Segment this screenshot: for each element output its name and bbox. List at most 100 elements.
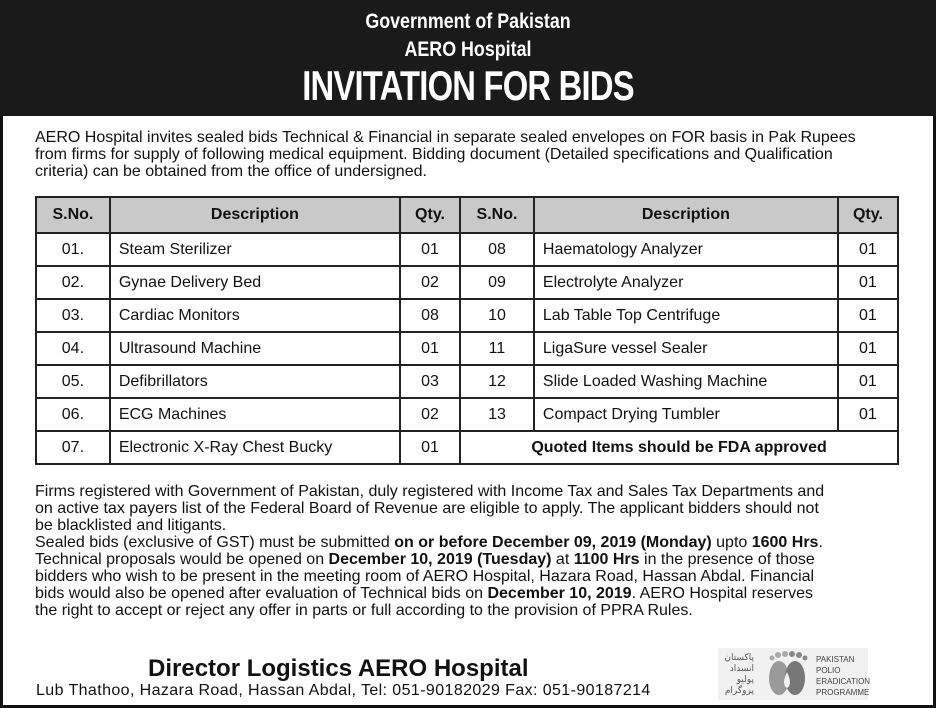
- text-line: Technical proposals would be opened on D…: [35, 551, 901, 568]
- logo-line: PROGRAMME: [816, 688, 870, 697]
- column-header: S.No.: [459, 196, 535, 234]
- text-line: Sealed bids (exclusive of GST) must be s…: [35, 534, 901, 551]
- text-line: bids would also be opened after evaluati…: [35, 585, 901, 602]
- logo-line: پاکستان: [724, 652, 754, 662]
- text: bidders who wish to be present in the me…: [35, 568, 815, 585]
- quantity-cell: 02: [398, 265, 462, 300]
- quantity-cell: 01: [836, 331, 900, 366]
- text-line: criteria) can be obtained from the offic…: [35, 163, 901, 180]
- description-cell: Compact Drying Tumbler: [532, 397, 839, 432]
- bold-text: on or before December 09, 2019 (Monday): [394, 534, 712, 551]
- text: Firms registered with Government of Paki…: [35, 483, 825, 500]
- quantity-cell: 01: [398, 430, 462, 465]
- description-cell: Slide Loaded Washing Machine: [532, 364, 839, 399]
- text: . AERO Hospital reserves: [631, 585, 813, 602]
- column-header: Description: [108, 196, 401, 234]
- bold-text: December 10, 2019: [487, 585, 632, 602]
- table-row: 01. Steam Sterilizer 01 08 Haematology Analy…: [35, 232, 900, 267]
- bold-text: December 10, 2019 (Tuesday): [328, 551, 552, 568]
- table-row: 05. Defibrillators 03 12 Slide Loaded Washin…: [35, 364, 900, 399]
- table-row: 03. Cardiac Monitors 08 10 Lab Table Top Cen…: [35, 298, 900, 333]
- serial-cell: 02.: [35, 265, 111, 300]
- logo-line: PAKISTAN: [816, 655, 855, 664]
- text: in the presence of those: [639, 551, 815, 568]
- description-cell: Ultrasound Machine: [108, 331, 401, 366]
- text-line: bidders who wish to be present in the me…: [35, 568, 901, 585]
- text-line: be blacklisted and litigants.: [35, 517, 901, 534]
- polio-eradication-logo: پاکستان انسداد پولیو پروگرام PAKISTAN POLIO E…: [718, 648, 870, 700]
- description-cell: Gynae Delivery Bed: [108, 265, 401, 300]
- column-header: Description: [532, 196, 839, 234]
- quantity-cell: 01: [836, 397, 900, 432]
- bold-text: 1100 Hrs: [573, 551, 640, 568]
- logo-line: انسداد: [729, 663, 754, 673]
- logo-urdu-text: پاکستان انسداد پولیو پروگرام: [722, 652, 754, 696]
- table-header-row: S.No. Description Qty. S.No. Description Qty.: [35, 196, 900, 234]
- description-cell: Cardiac Monitors: [108, 298, 401, 333]
- text: on active tax payers list of the Federal…: [35, 500, 819, 517]
- page-title: INVITATION FOR BIDS: [302, 62, 634, 109]
- signatory: Director Logistics AERO Hospital: [148, 655, 529, 682]
- serial-cell: 13: [459, 397, 535, 432]
- serial-cell: 01.: [35, 232, 111, 267]
- description-cell: Electrolyte Analyzer: [532, 265, 839, 300]
- text: be blacklisted and litigants.: [35, 517, 227, 534]
- text: Technical proposals would be opened on: [35, 551, 329, 568]
- text: .: [818, 534, 823, 551]
- description-cell: LigaSure vessel Sealer: [532, 331, 839, 366]
- text: at: [551, 551, 574, 568]
- table-row: 07. Electronic X-Ray Chest Bucky 01 Quoted …: [35, 430, 899, 465]
- quantity-cell: 03: [398, 364, 462, 399]
- government-heading: Government of Pakistan: [365, 10, 571, 33]
- text-line: Firms registered with Government of Paki…: [35, 483, 901, 500]
- description-cell: Steam Sterilizer: [108, 232, 401, 267]
- quantity-cell: 01: [836, 232, 900, 267]
- fda-note: Quoted Items should be FDA approved: [459, 430, 899, 465]
- bold-text: 1600 Hrs: [751, 534, 819, 551]
- logo-line: پولیو: [736, 674, 754, 684]
- serial-cell: 12: [459, 364, 535, 399]
- quantity-cell: 08: [398, 298, 462, 333]
- eligibility-paragraph: Firms registered with Government of Paki…: [35, 483, 901, 619]
- address: Lub Thathoo, Hazara Road, Hassan Abdal, …: [36, 682, 651, 699]
- serial-cell: 09: [459, 265, 535, 300]
- text-line: on active tax payers list of the Federal…: [35, 500, 901, 517]
- text: the right to accept or reject any offer …: [35, 602, 693, 619]
- description-cell: Lab Table Top Centrifuge: [532, 298, 839, 333]
- serial-cell: 11: [459, 331, 535, 366]
- column-header: Qty.: [836, 196, 900, 234]
- logo-line: پروگرام: [724, 685, 754, 695]
- quantity-cell: 01: [836, 265, 900, 300]
- text: Sealed bids (exclusive of GST) must be s…: [35, 534, 395, 551]
- text: criteria) can be obtained from the offic…: [35, 163, 427, 180]
- logo-text: PAKISTAN POLIO ERADICATION PROGRAMME: [816, 654, 870, 698]
- serial-cell: 03.: [35, 298, 111, 333]
- serial-cell: 06.: [35, 397, 111, 432]
- table-row: 06. ECG Machines 02 13 Compact Drying Tumble…: [35, 397, 900, 432]
- column-header: Qty.: [398, 196, 462, 234]
- footprints-icon: [769, 651, 808, 695]
- serial-cell: 10: [459, 298, 535, 333]
- description-cell: Electronic X-Ray Chest Bucky: [108, 430, 401, 465]
- text: from firms for supply of following medic…: [35, 146, 833, 163]
- table-row: 04. Ultrasound Machine 01 11 LigaSure vessel…: [35, 331, 900, 366]
- text: bids would also be opened after evaluati…: [35, 585, 488, 602]
- serial-cell: 08: [459, 232, 535, 267]
- serial-cell: 07.: [35, 430, 111, 465]
- serial-cell: 05.: [35, 364, 111, 399]
- logo-line: ERADICATION: [816, 677, 871, 686]
- text: AERO Hospital invites sealed bids Techni…: [35, 129, 856, 146]
- quantity-cell: 02: [398, 397, 462, 432]
- text-line: the right to accept or reject any offer …: [35, 602, 901, 619]
- intro-paragraph: AERO Hospital invites sealed bids Techni…: [35, 129, 901, 180]
- description-cell: ECG Machines: [108, 397, 401, 432]
- text-line: from firms for supply of following medic…: [35, 146, 901, 163]
- hospital-heading: AERO Hospital: [404, 38, 532, 61]
- quantity-cell: 01: [836, 298, 900, 333]
- quantity-cell: 01: [398, 331, 462, 366]
- logo-line: POLIO: [816, 666, 841, 675]
- quantity-cell: 01: [398, 232, 462, 267]
- quantity-cell: 01: [836, 364, 900, 399]
- description-cell: Haematology Analyzer: [532, 232, 839, 267]
- header-banner: Government of Pakistan AERO Hospital INV…: [0, 0, 936, 116]
